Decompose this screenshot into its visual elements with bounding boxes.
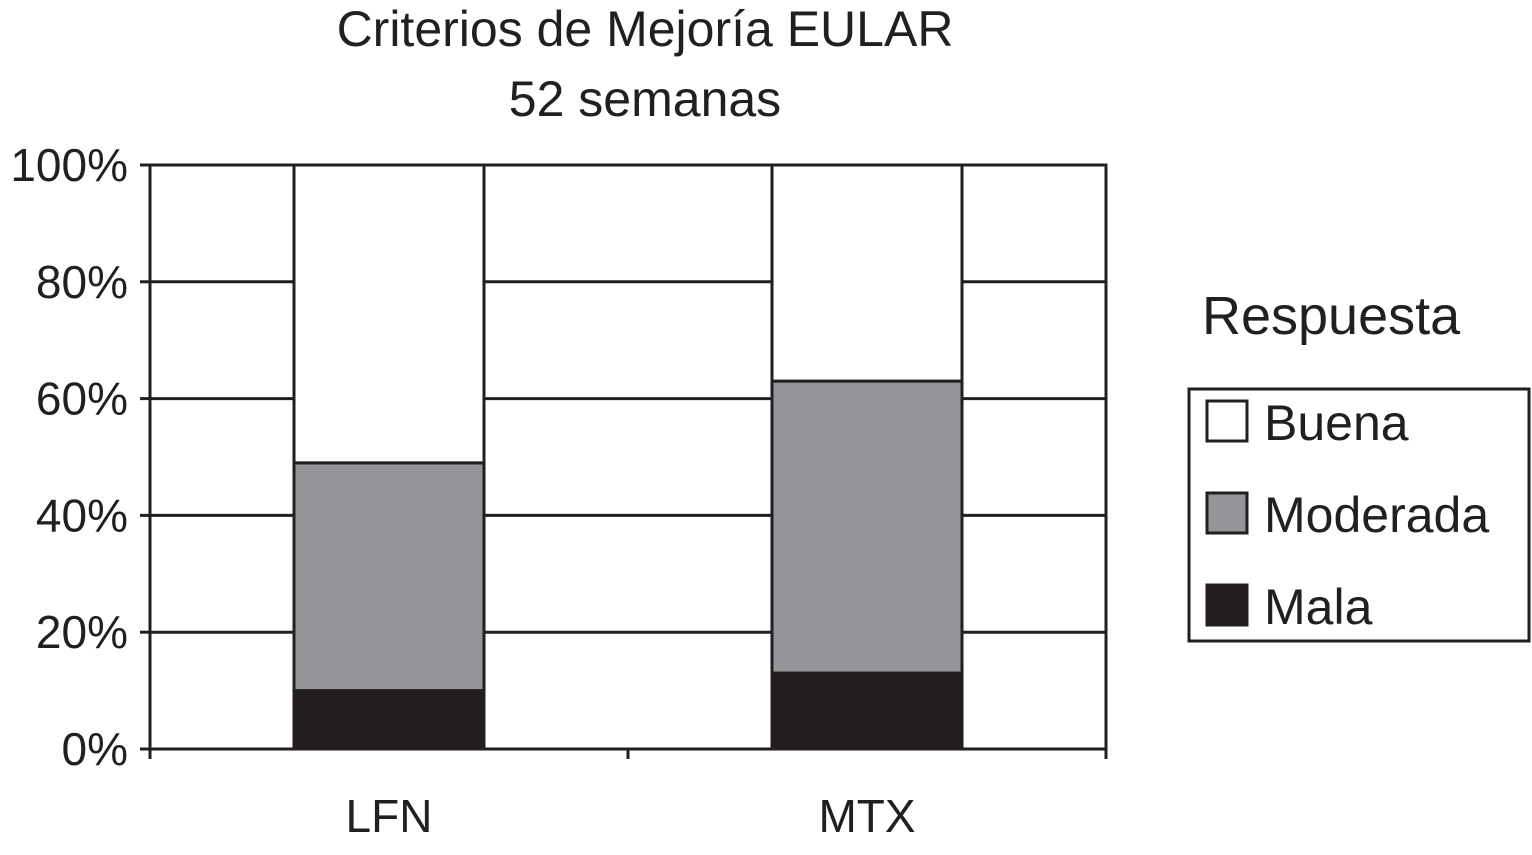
legend-swatch-mala — [1205, 583, 1249, 627]
tick-labels: LFN MTX 0% 20% 40% 60% 80% 100% — [10, 139, 915, 842]
x-tick-label: LFN — [346, 790, 433, 842]
legend-label-moderada: Moderada — [1264, 487, 1489, 543]
y-tick-label: 80% — [36, 256, 128, 308]
bar-segment-mtx-mala — [770, 671, 964, 751]
chart-title-line-2: 52 semanas — [509, 71, 781, 127]
bars — [292, 163, 964, 751]
legend-swatch-buena — [1205, 399, 1249, 443]
y-tick-label: 100% — [10, 139, 128, 191]
legend: Respuesta Buena Moderada Mala — [1187, 286, 1531, 643]
bar-segment-mtx-moderada — [770, 379, 964, 675]
y-tick-label: 40% — [36, 489, 128, 541]
legend-label-buena: Buena — [1264, 395, 1409, 451]
legend-swatch-moderada — [1205, 491, 1249, 535]
y-tick-label: 0% — [62, 723, 128, 775]
chart-title-line-1: Criterios de Mejoría EULAR — [337, 1, 954, 57]
bar-segment-lfn-moderada — [292, 461, 486, 693]
bar-segment-mtx-buena — [770, 163, 964, 383]
bar-segment-lfn-mala — [292, 689, 486, 751]
x-tick-label: MTX — [818, 790, 915, 842]
legend-label-mala: Mala — [1264, 579, 1373, 635]
y-tick-label: 60% — [36, 373, 128, 425]
legend-title: Respuesta — [1202, 286, 1461, 346]
axes — [140, 163, 1108, 759]
y-tick-label: 20% — [36, 606, 128, 658]
bar-segment-lfn-buena — [292, 163, 486, 465]
